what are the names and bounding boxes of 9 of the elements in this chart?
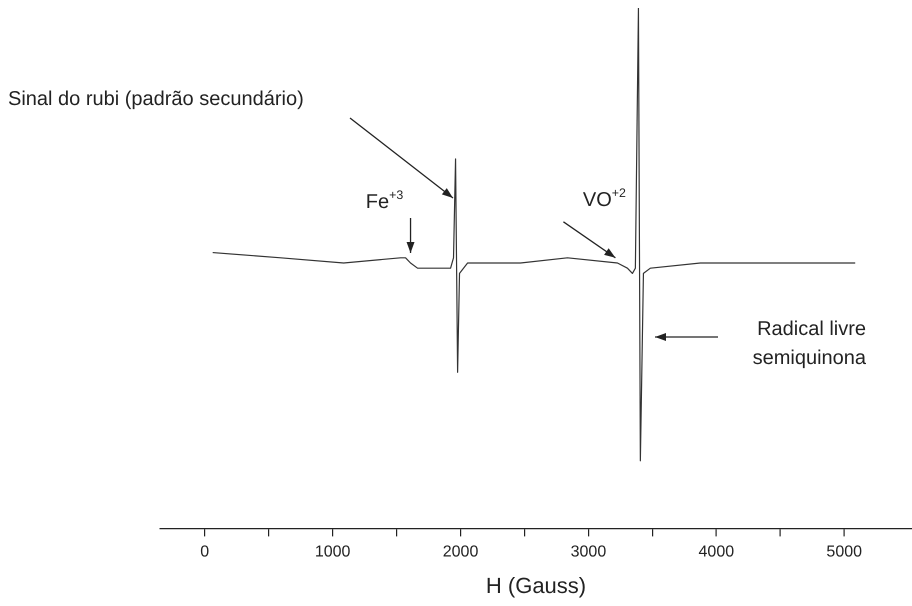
x-tick-label: 5000 [826, 543, 862, 560]
annotation: Sinal do rubi (padrão secundário) [8, 88, 304, 110]
x-tick-label: 3000 [570, 543, 606, 560]
annotation: Radical livre semiquinona [752, 318, 867, 369]
x-tick-label: 2000 [442, 543, 478, 560]
x-tick-label: 0 [200, 543, 210, 560]
x-tick-label: 1000 [314, 543, 351, 560]
x-axis-title: H (Gauss) [486, 572, 586, 598]
x-tick-label: 4000 [698, 543, 734, 560]
